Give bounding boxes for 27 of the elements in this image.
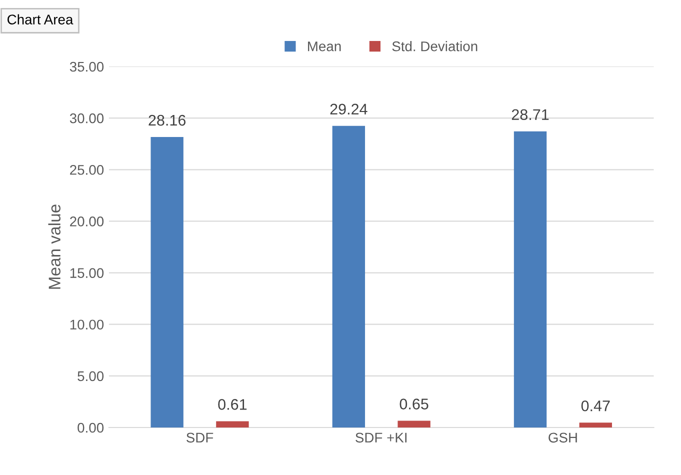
data-label: 28.71 [512,109,549,120]
data-label: 29.24 [330,104,368,115]
y-tick-label: 5.00 [78,371,104,382]
bar [579,422,612,428]
legend-label: Mean [308,42,341,52]
bar [216,421,249,428]
y-tick-label: 15.00 [70,268,104,278]
bar [398,420,430,428]
bar [150,137,184,428]
data-label: 0.61 [218,399,247,410]
y-tick-label: 0.00 [78,422,104,433]
y-tick-label: 30.00 [70,113,104,124]
legend-label: Std. Deviation [392,41,478,52]
bar [514,131,547,428]
y-tick-label: 10.00 [70,320,104,330]
bar [332,126,366,428]
data-label: 0.65 [400,398,428,410]
y-axis-title: Mean value [48,204,60,289]
x-tick-label: SDF +KI [356,432,407,443]
data-label: 0.47 [581,400,610,412]
y-tick-label: 35.00 [70,62,104,72]
y-tick-label: 25.00 [70,164,104,175]
x-tick-label: SDF [186,432,214,443]
text: Chart Area [8,14,74,24]
y-tick-label: 20.00 [70,216,104,226]
data-label: 28.16 [148,114,186,126]
x-tick-label: GSH [548,432,577,443]
